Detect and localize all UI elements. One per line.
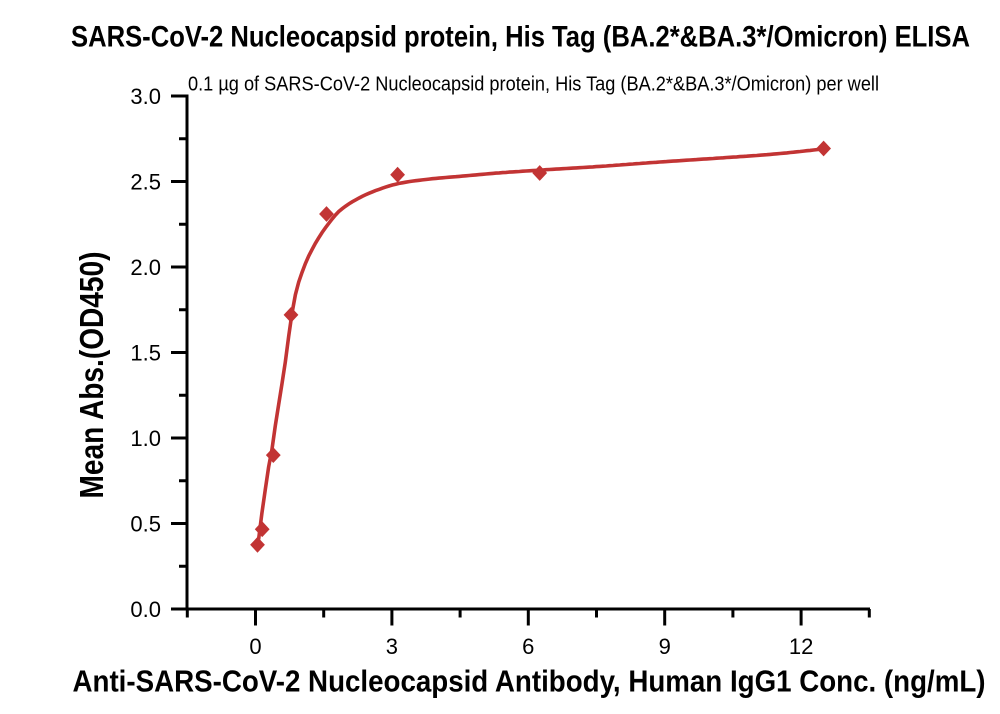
svg-text:6: 6 xyxy=(522,634,534,659)
svg-text:Anti-SARS-CoV-2 Nucleocapsid A: Anti-SARS-CoV-2 Nucleocapsid Antibody, H… xyxy=(73,664,986,699)
svg-text:2.0: 2.0 xyxy=(130,255,161,280)
svg-text:3: 3 xyxy=(386,634,398,659)
svg-text:9: 9 xyxy=(659,634,671,659)
svg-text:1.5: 1.5 xyxy=(130,340,161,365)
svg-text:3.0: 3.0 xyxy=(130,84,161,109)
svg-text:0.5: 0.5 xyxy=(130,511,161,536)
svg-text:0.1 µg of SARS-CoV-2 Nucleocap: 0.1 µg of SARS-CoV-2 Nucleocapsid protei… xyxy=(188,73,879,95)
svg-text:2.5: 2.5 xyxy=(130,169,161,194)
svg-text:1.0: 1.0 xyxy=(130,426,161,451)
svg-text:12: 12 xyxy=(789,634,813,659)
svg-text:0.0: 0.0 xyxy=(130,597,161,622)
svg-text:Mean Abs.(OD450): Mean Abs.(OD450) xyxy=(73,252,110,499)
svg-text:SARS-CoV-2 Nucleocapsid protei: SARS-CoV-2 Nucleocapsid protein, His Tag… xyxy=(71,21,970,54)
svg-text:0: 0 xyxy=(249,634,261,659)
